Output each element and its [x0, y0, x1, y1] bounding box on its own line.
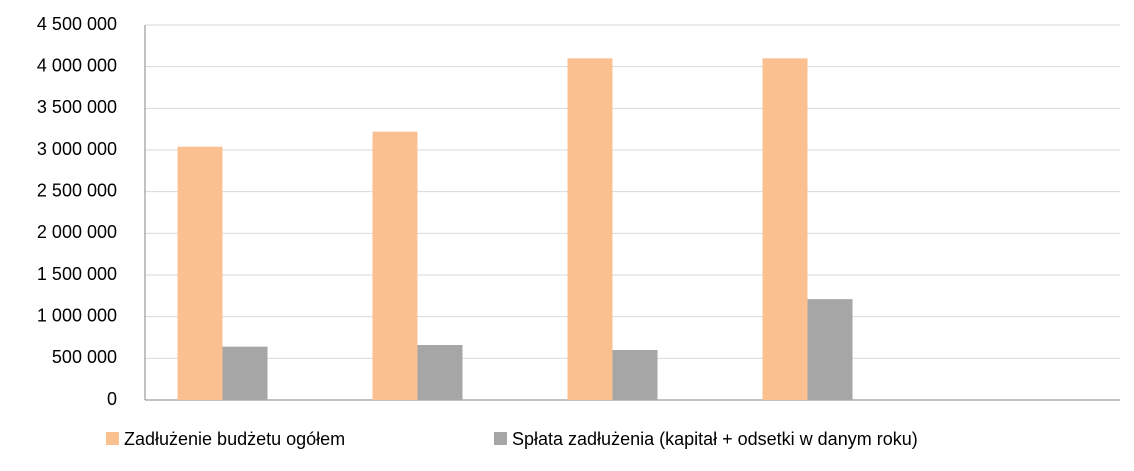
bar: [807, 299, 853, 400]
y-tick-label: 4 000 000: [37, 55, 117, 75]
bar: [567, 58, 613, 400]
bar: [222, 346, 268, 400]
bar: [417, 345, 463, 400]
bar: [612, 350, 658, 400]
y-tick-label: 1 000 000: [37, 305, 117, 325]
legend-swatch: [494, 432, 507, 445]
y-tick-label: 1 500 000: [37, 264, 117, 284]
y-tick-label: 3 000 000: [37, 139, 117, 159]
y-tick-label: 0: [107, 389, 117, 409]
legend-label: Zadłużenie budżetu ogółem: [124, 429, 345, 449]
y-tick-label: 2 000 000: [37, 222, 117, 242]
y-tick-label: 500 000: [52, 347, 117, 367]
legend-swatch: [106, 432, 119, 445]
y-tick-label: 2 500 000: [37, 180, 117, 200]
bar: [177, 146, 223, 400]
bar: [372, 131, 418, 400]
legend-label: Spłata zadłużenia (kapitał + odsetki w d…: [512, 429, 918, 449]
y-tick-label: 4 500 000: [37, 14, 117, 34]
y-tick-label: 3 500 000: [37, 97, 117, 117]
bar: [762, 58, 808, 400]
